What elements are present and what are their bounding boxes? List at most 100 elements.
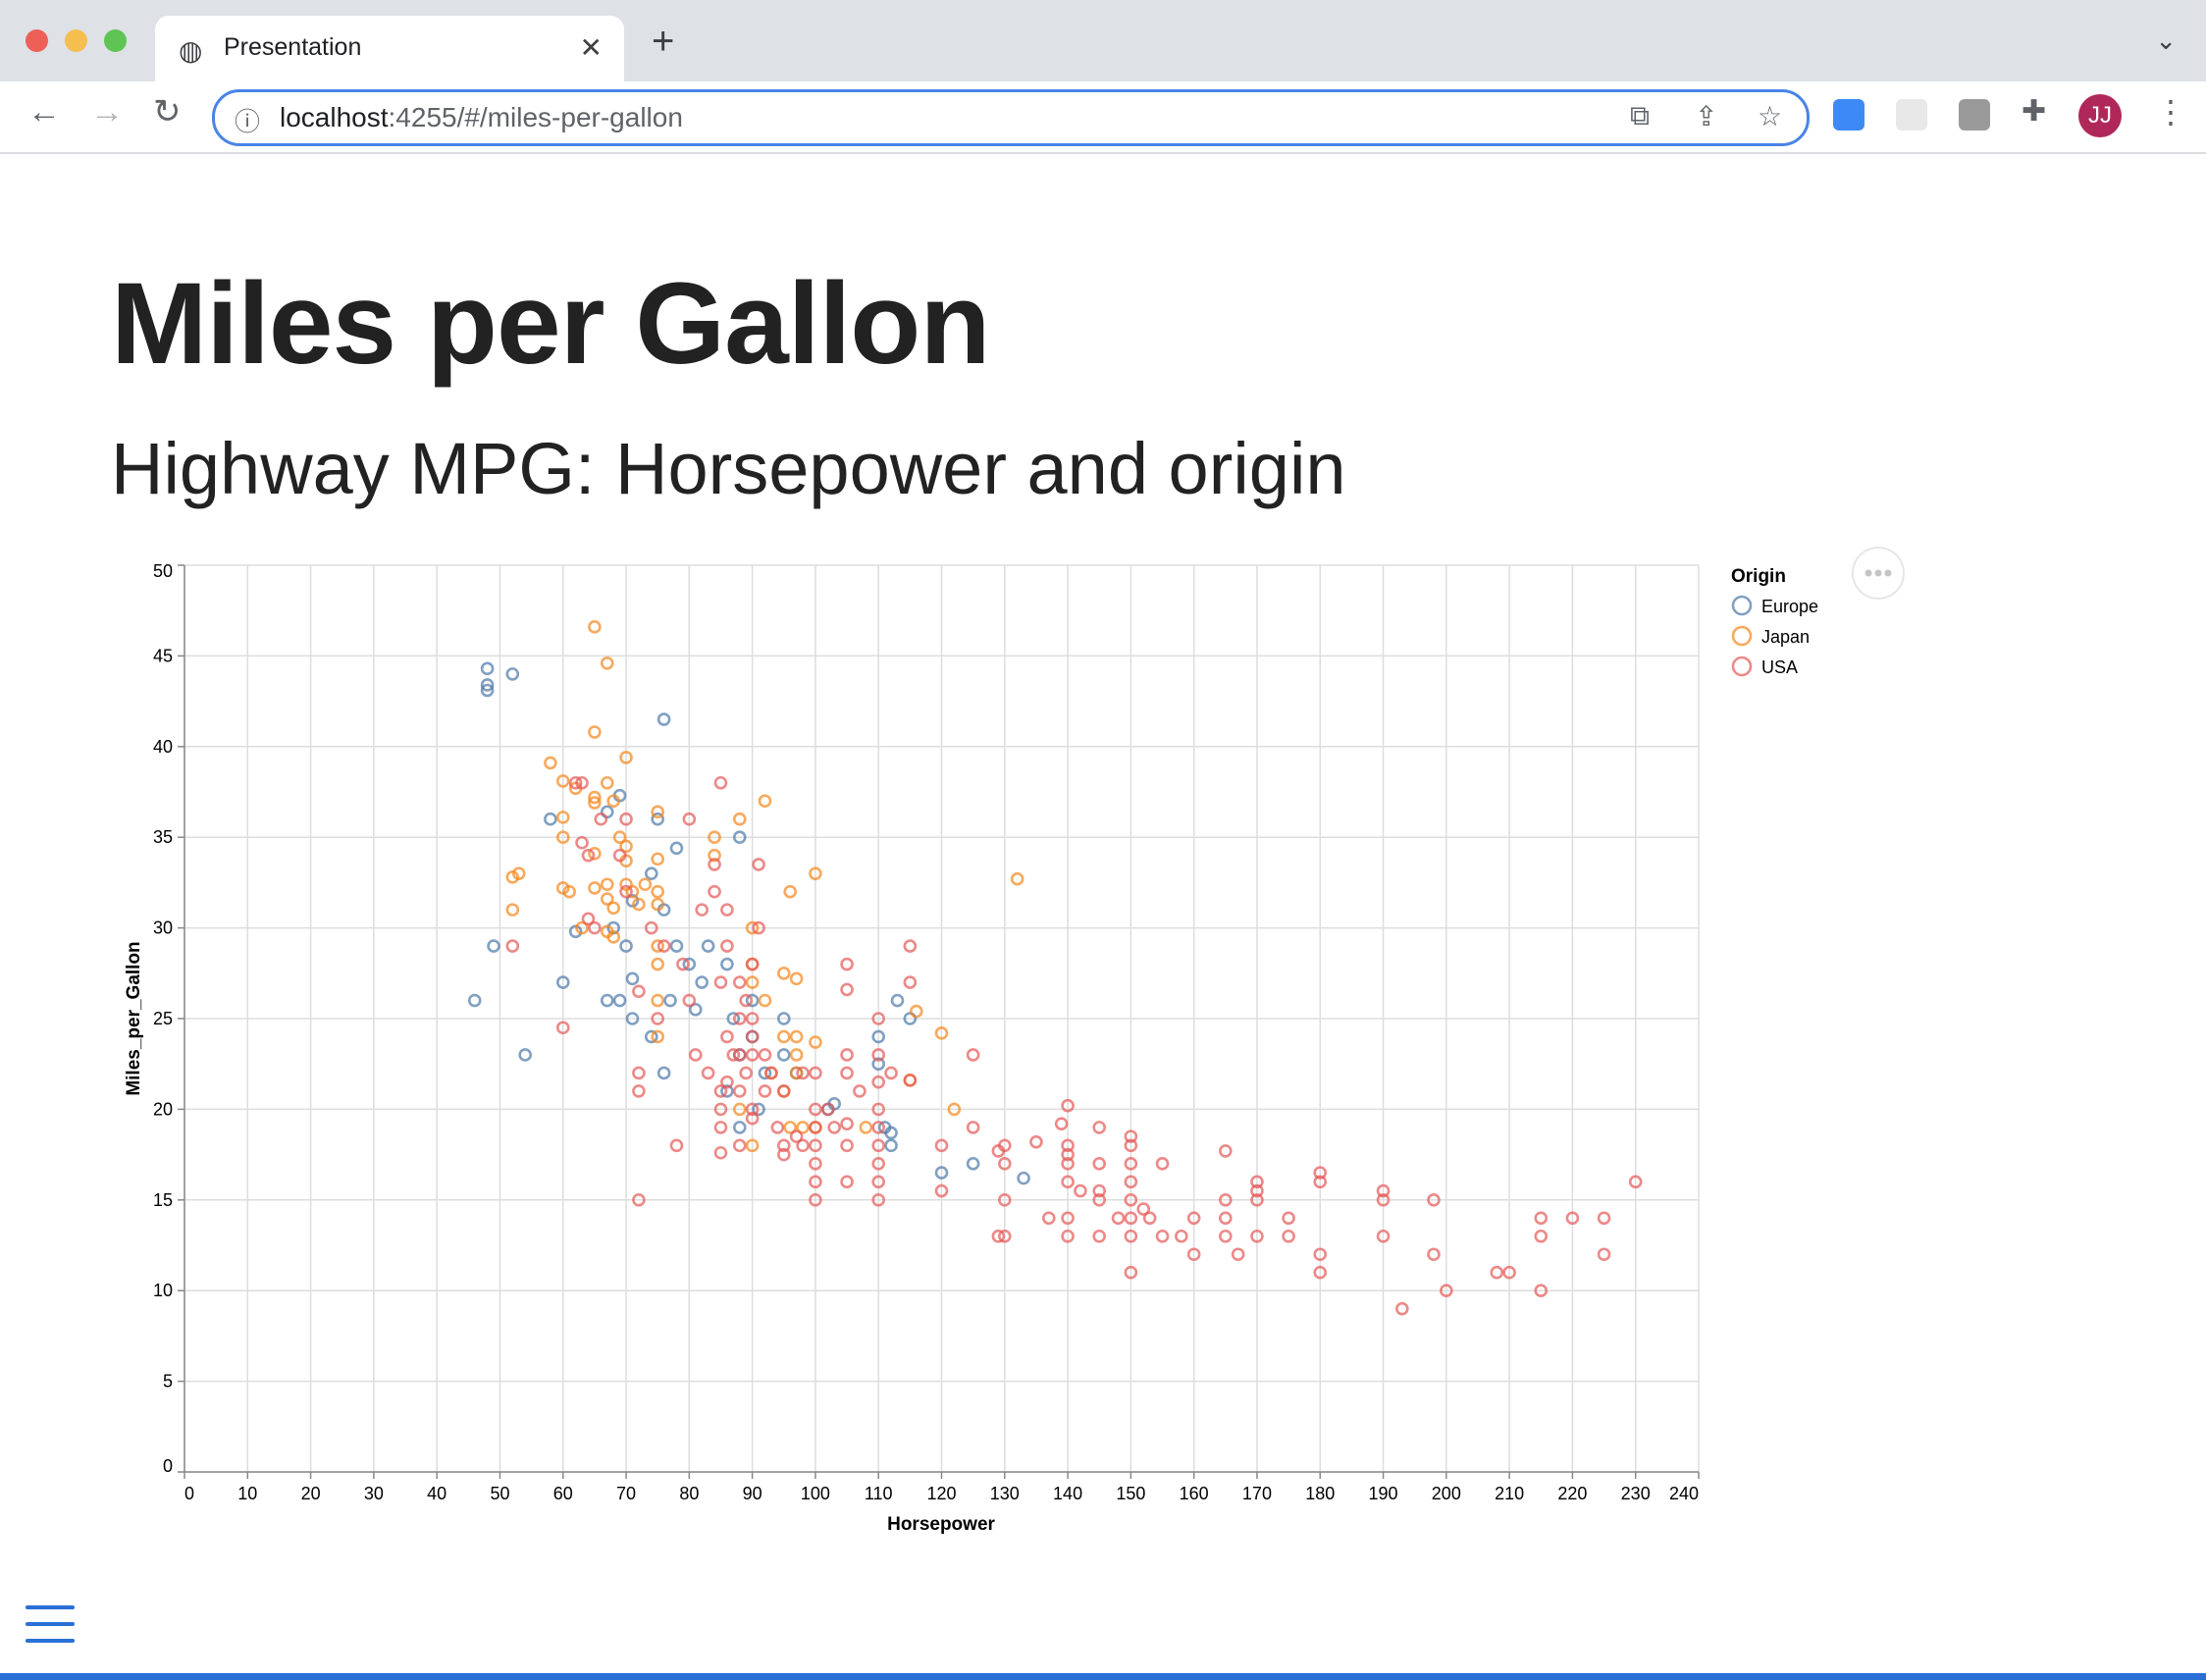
- browser-menu-icon[interactable]: ⋮: [2155, 94, 2186, 130]
- point-usa: [1440, 1284, 1453, 1297]
- point-usa: [1376, 1183, 1391, 1198]
- point-usa: [997, 1193, 1012, 1207]
- share-icon[interactable]: ⇪: [1695, 101, 1718, 131]
- point-europe: [669, 841, 684, 856]
- tab-search-chevron-icon[interactable]: ⌄: [2155, 26, 2177, 55]
- forward-button[interactable]: →: [90, 93, 124, 131]
- legend-symbol-japan: [1731, 625, 1753, 647]
- point-usa: [1534, 1229, 1549, 1243]
- legend-symbol-usa: [1731, 656, 1753, 677]
- point-usa: [1061, 1138, 1075, 1153]
- point-usa: [764, 1066, 778, 1080]
- point-usa: [827, 1121, 842, 1134]
- point-usa: [720, 939, 734, 953]
- point-usa: [720, 1029, 734, 1044]
- minimize-window-button[interactable]: [65, 29, 87, 52]
- z-extension-icon[interactable]: [1959, 99, 1990, 131]
- point-usa: [1219, 1211, 1233, 1226]
- point-europe: [776, 1012, 791, 1025]
- point-europe: [758, 1066, 772, 1080]
- point-europe: [871, 1029, 886, 1044]
- x-tick-label: 10: [237, 1484, 257, 1503]
- legend-label-usa: USA: [1761, 657, 1798, 677]
- actions-menu-button[interactable]: [1852, 547, 1905, 600]
- x-tick-label: 190: [1369, 1484, 1398, 1503]
- site-info-icon[interactable]: ⓘ: [235, 107, 261, 136]
- point-japan: [651, 939, 664, 953]
- point-japan: [789, 1048, 804, 1062]
- point-europe: [467, 993, 482, 1008]
- point-usa: [840, 1175, 854, 1189]
- point-japan: [606, 901, 620, 916]
- x-tick-label: 40: [427, 1484, 446, 1503]
- point-usa: [745, 1102, 760, 1117]
- react-devtools-icon[interactable]: [1896, 99, 1927, 131]
- menu-hamburger-icon[interactable]: [26, 1605, 75, 1645]
- point-japan: [612, 830, 627, 845]
- close-window-button[interactable]: [26, 29, 48, 52]
- reload-button[interactable]: ↻: [153, 93, 182, 131]
- point-usa: [701, 1066, 715, 1080]
- url-text[interactable]: localhost:4255/#/miles-per-gallon: [280, 102, 683, 133]
- open-external-icon[interactable]: ⧉: [1630, 100, 1650, 131]
- point-japan: [651, 897, 664, 912]
- back-button[interactable]: ←: [27, 93, 61, 131]
- point-usa: [1124, 1175, 1138, 1189]
- x-tick-label: 240: [1669, 1484, 1699, 1503]
- point-usa: [1565, 1211, 1580, 1226]
- point-japan: [934, 1025, 949, 1040]
- y-tick-label: 20: [153, 1099, 173, 1119]
- tab-bar: ◍ Presentation ✕ + ⌄: [0, 0, 2206, 81]
- point-japan: [606, 794, 620, 809]
- point-usa: [594, 812, 608, 826]
- point-europe: [934, 1166, 949, 1180]
- extensions-puzzle-icon[interactable]: ✚: [2022, 95, 2047, 128]
- point-usa: [820, 1102, 835, 1117]
- point-usa: [1219, 1193, 1233, 1207]
- point-usa: [871, 1138, 886, 1153]
- point-usa: [1175, 1229, 1188, 1243]
- point-usa: [1092, 1229, 1107, 1243]
- point-japan: [588, 881, 602, 895]
- point-usa: [809, 1066, 822, 1080]
- point-usa: [809, 1138, 822, 1153]
- point-europe: [688, 1002, 703, 1017]
- point-japan: [745, 920, 760, 935]
- profile-avatar[interactable]: JJ: [2078, 94, 2122, 137]
- bookmark-star-icon[interactable]: ☆: [1758, 101, 1783, 131]
- x-tick-label: 150: [1116, 1484, 1145, 1503]
- point-japan: [619, 751, 633, 764]
- x-tick-label: 110: [865, 1484, 893, 1503]
- point-usa: [871, 1157, 886, 1171]
- point-japan: [651, 1029, 664, 1044]
- point-usa: [776, 1084, 791, 1098]
- y-tick-label: 0: [163, 1456, 173, 1476]
- point-japan: [588, 790, 602, 805]
- zoom-extension-icon[interactable]: [1833, 99, 1865, 131]
- point-japan: [732, 812, 747, 826]
- point-usa: [1376, 1193, 1391, 1207]
- point-europe: [701, 939, 715, 953]
- x-axis-title: Horsepower: [887, 1514, 995, 1535]
- point-usa: [752, 920, 765, 935]
- point-usa: [871, 1012, 886, 1025]
- point-usa: [1092, 1193, 1107, 1207]
- point-usa: [1061, 1098, 1075, 1113]
- close-tab-icon[interactable]: ✕: [579, 32, 603, 63]
- tab-presentation[interactable]: ◍ Presentation ✕: [155, 16, 624, 81]
- point-usa: [1155, 1157, 1170, 1171]
- point-usa: [1250, 1183, 1264, 1198]
- point-usa: [1282, 1229, 1295, 1243]
- point-usa: [991, 1229, 1006, 1243]
- point-europe: [726, 1012, 741, 1025]
- point-usa: [1041, 1211, 1056, 1226]
- point-usa: [1427, 1193, 1441, 1207]
- new-tab-button[interactable]: +: [652, 20, 675, 63]
- point-usa: [745, 1029, 760, 1044]
- address-bar[interactable]: ⓘ localhost:4255/#/miles-per-gallon ⧉ ⇪ …: [212, 89, 1810, 146]
- page-title: Miles per Gallon: [111, 259, 990, 389]
- point-usa: [1136, 1202, 1151, 1216]
- point-japan: [632, 897, 646, 912]
- maximize-window-button[interactable]: [104, 29, 127, 52]
- point-usa: [1142, 1211, 1157, 1226]
